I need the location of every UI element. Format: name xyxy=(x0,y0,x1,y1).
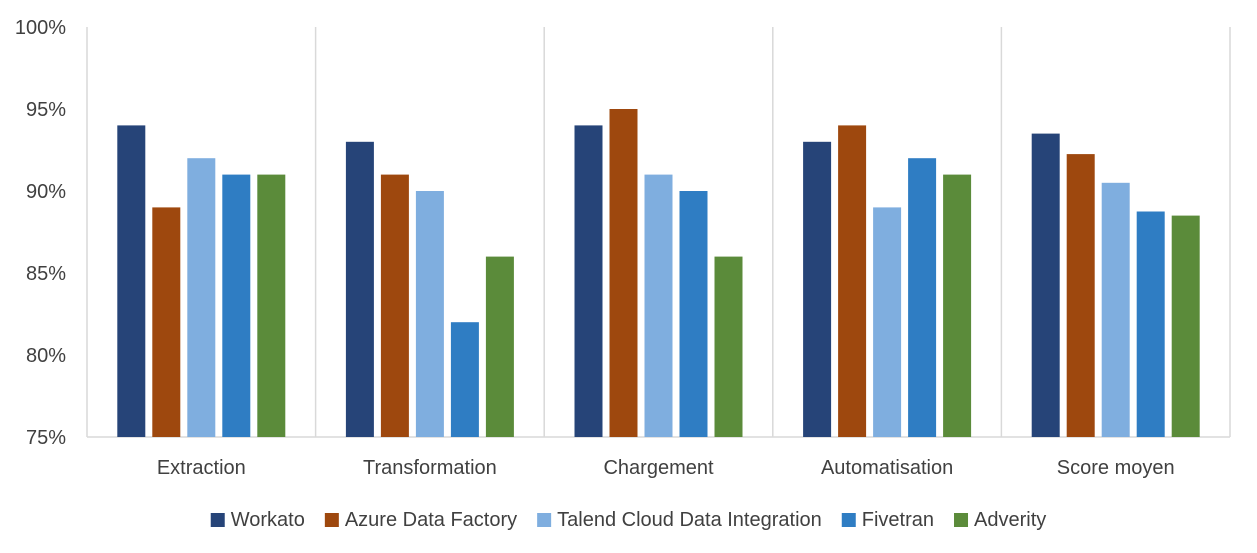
bar-talend-cloud-data-integration-automatisation xyxy=(873,207,902,437)
bar-workato-chargement xyxy=(574,125,603,438)
legend-label: Azure Data Factory xyxy=(345,509,517,531)
x-tick-label: Extraction xyxy=(157,457,246,479)
bar-adverity-automatisation xyxy=(943,174,972,437)
bar-azure-data-factory-transformation xyxy=(380,174,409,437)
x-tick-label: Chargement xyxy=(603,457,714,479)
x-tick-label: Score moyen xyxy=(1057,457,1175,479)
legend-item-adverity: Adverity xyxy=(954,509,1046,531)
bar-azure-data-factory-chargement xyxy=(609,109,638,437)
bar-azure-data-factory-automatisation xyxy=(838,125,867,438)
bar-talend-cloud-data-integration-score-moyen xyxy=(1101,182,1130,437)
bars-layer xyxy=(117,109,1200,438)
bar-talend-cloud-data-integration-chargement xyxy=(644,174,673,437)
y-tick-label: 100% xyxy=(15,17,66,39)
bar-workato-transformation xyxy=(345,141,374,438)
bar-fivetran-chargement xyxy=(679,191,708,437)
legend-item-azure-data-factory: Azure Data Factory xyxy=(324,509,517,531)
bar-adverity-score-moyen xyxy=(1171,215,1200,437)
legend-item-workato: Workato xyxy=(210,509,305,531)
y-tick-label: 85% xyxy=(26,263,66,285)
legend-swatch xyxy=(210,513,225,527)
legend-label: Fivetran xyxy=(862,509,934,531)
legend: Workato Azure Data Factory Talend Cloud Da… xyxy=(210,509,1046,531)
bar-talend-cloud-data-integration-extraction xyxy=(187,158,216,437)
bar-adverity-extraction xyxy=(257,174,286,437)
legend-swatch xyxy=(537,513,552,527)
bar-fivetran-automatisation xyxy=(908,158,937,437)
tick-labels-layer: 75% 80% 85% 90% 95% 100% Extraction Transformat… xyxy=(15,17,1175,479)
legend-label: Workato xyxy=(231,509,305,531)
x-tick-label: Automatisation xyxy=(821,457,953,479)
bar-talend-cloud-data-integration-transformation xyxy=(415,191,444,437)
legend-label: Talend Cloud Data Integration xyxy=(557,509,822,531)
legend-swatch xyxy=(324,513,339,527)
bar-fivetran-score-moyen xyxy=(1136,211,1165,437)
legend-swatch xyxy=(841,513,856,527)
bar-azure-data-factory-score-moyen xyxy=(1066,154,1095,437)
legend-item-talend-cloud-data-integration: Talend Cloud Data Integration xyxy=(537,509,822,531)
y-tick-label: 90% xyxy=(26,181,66,203)
bar-workato-score-moyen xyxy=(1031,133,1060,437)
bar-workato-extraction xyxy=(117,125,146,438)
bar-adverity-chargement xyxy=(714,256,743,437)
bar-fivetran-transformation xyxy=(450,322,479,437)
y-tick-label: 80% xyxy=(26,345,66,367)
y-tick-label: 75% xyxy=(26,427,66,449)
bar-azure-data-factory-extraction xyxy=(152,207,181,437)
legend-item-fivetran: Fivetran xyxy=(841,509,934,531)
bar-adverity-transformation xyxy=(485,256,514,437)
x-tick-label: Transformation xyxy=(363,457,497,479)
bar-fivetran-extraction xyxy=(222,174,251,437)
legend-label: Adverity xyxy=(974,509,1046,531)
y-tick-label: 95% xyxy=(26,99,66,121)
legend-swatch xyxy=(954,513,969,527)
bar-workato-automatisation xyxy=(803,141,832,438)
